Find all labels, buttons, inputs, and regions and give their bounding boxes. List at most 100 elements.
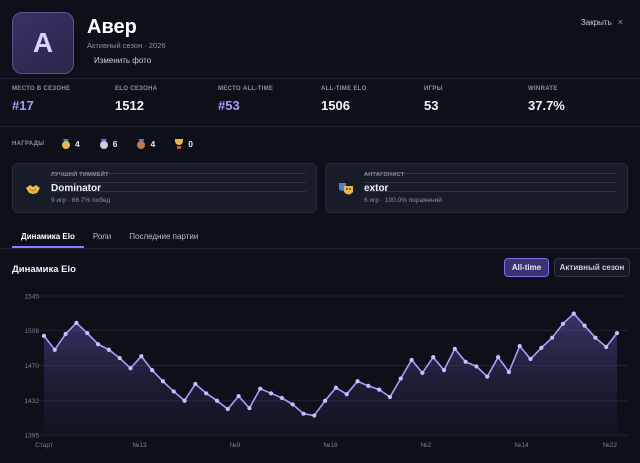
- stat-winrate: WINRATE 37.7%: [528, 86, 565, 113]
- elo-point[interactable]: [431, 355, 436, 360]
- theater-masks-icon: [338, 181, 354, 197]
- stat-value: 1512: [115, 98, 144, 113]
- elo-point[interactable]: [312, 413, 317, 418]
- antagonist-card[interactable]: АНТАГОНИСТ extor 6 игр · 100.0% поражени…: [325, 163, 628, 213]
- card-label: ЛУЧШИЙ ТИММЕЙТ: [51, 172, 109, 178]
- antagonist-games: 6 игр: [364, 197, 380, 204]
- stat-games: ИГРЫ 53: [424, 86, 443, 113]
- elo-point[interactable]: [106, 347, 111, 352]
- elo-point[interactable]: [344, 392, 349, 397]
- close-button[interactable]: Закрыть ×: [581, 17, 623, 27]
- tab-elo-dynamics[interactable]: Динамика Elo: [12, 228, 84, 248]
- elo-point[interactable]: [160, 379, 166, 384]
- award-count: 0: [188, 139, 193, 149]
- y-tick-label: 1395: [25, 433, 40, 440]
- awards-row: НАГРАДЫ 4 6 4 0: [12, 137, 628, 151]
- elo-point[interactable]: [225, 406, 230, 412]
- stat-value: #17: [12, 98, 34, 113]
- alltime-toggle-button[interactable]: All-time: [504, 258, 549, 277]
- elo-point[interactable]: [74, 320, 79, 325]
- elo-point[interactable]: [517, 343, 522, 349]
- antagonist-name: extor: [364, 183, 389, 194]
- elo-point[interactable]: [268, 391, 274, 396]
- best-teammate-card[interactable]: ЛУЧШИЙ ТИММЕЙТ Dominator 9 игр · 66.7% п…: [12, 163, 317, 213]
- close-label: Закрыть: [580, 17, 612, 27]
- elo-point[interactable]: [506, 369, 511, 375]
- elo-point[interactable]: [117, 355, 122, 361]
- elo-point[interactable]: [95, 342, 101, 347]
- elo-point[interactable]: [322, 398, 328, 403]
- stat-label: МЕСТО ALL-TIME: [218, 86, 274, 92]
- elo-point[interactable]: [539, 345, 544, 350]
- season-subtitle: Активный сезон · 2026: [87, 41, 166, 50]
- elo-point[interactable]: [41, 333, 47, 338]
- elo-point[interactable]: [604, 344, 609, 350]
- stat-value: 37.7%: [528, 98, 565, 113]
- y-tick-label: 1508: [25, 328, 40, 335]
- elo-point[interactable]: [550, 335, 555, 340]
- elo-point[interactable]: [182, 398, 187, 403]
- tab-recent-games[interactable]: Последние партии: [129, 232, 199, 241]
- elo-point[interactable]: [441, 368, 447, 373]
- antagonist-rate: 100.0% поражений: [384, 197, 442, 204]
- elo-point[interactable]: [247, 406, 252, 411]
- elo-point[interactable]: [528, 356, 533, 362]
- elo-point[interactable]: [398, 376, 403, 381]
- award-count: 6: [112, 139, 118, 149]
- teammate-meta: 9 игр · 66.7% побед: [51, 197, 110, 204]
- elo-point[interactable]: [52, 347, 57, 352]
- elo-point[interactable]: [236, 393, 241, 399]
- y-tick-label: 1470: [25, 363, 40, 370]
- elo-point[interactable]: [139, 354, 144, 359]
- award-silver: 6: [99, 139, 118, 149]
- trophy-icon: [175, 139, 184, 149]
- elo-point[interactable]: [571, 311, 576, 316]
- elo-point[interactable]: [409, 357, 414, 363]
- elo-point[interactable]: [366, 383, 371, 388]
- elo-point[interactable]: [333, 385, 339, 390]
- elo-point[interactable]: [301, 411, 306, 416]
- avatar[interactable]: А: [12, 12, 74, 74]
- stat-alltime-rank: МЕСТО ALL-TIME #53: [218, 86, 273, 113]
- tabs-divider: [0, 248, 640, 249]
- stat-season-elo: ELO СЕЗОНА 1512: [115, 86, 157, 113]
- elo-point[interactable]: [452, 346, 457, 351]
- elo-point[interactable]: [63, 331, 68, 337]
- season-toggle-button[interactable]: Активный сезон: [554, 258, 630, 277]
- elo-point[interactable]: [150, 368, 155, 373]
- elo-point[interactable]: [420, 370, 425, 376]
- change-photo-button[interactable]: Изменить фото: [94, 56, 152, 65]
- elo-point[interactable]: [614, 330, 620, 336]
- handshake-icon: [25, 181, 41, 197]
- elo-point[interactable]: [463, 359, 468, 364]
- x-tick-label: №14: [514, 442, 529, 449]
- elo-point[interactable]: [193, 381, 198, 387]
- card-label: АНТАГОНИСТ: [364, 172, 405, 178]
- y-tick-label: 1432: [25, 398, 40, 405]
- card-decor-lines: [364, 173, 617, 195]
- elo-point[interactable]: [128, 366, 133, 371]
- teammate-games: 9 игр: [51, 197, 67, 204]
- elo-point[interactable]: [204, 391, 209, 396]
- elo-point[interactable]: [485, 374, 490, 379]
- elo-point[interactable]: [214, 398, 220, 403]
- elo-point[interactable]: [495, 355, 501, 360]
- stats-divider: [0, 126, 640, 127]
- x-tick-label: Старт: [35, 442, 53, 449]
- elo-point[interactable]: [582, 323, 587, 328]
- elo-point[interactable]: [279, 395, 284, 401]
- tab-roles[interactable]: Роли: [92, 232, 112, 241]
- x-tick-label: №18: [323, 442, 338, 449]
- elo-point[interactable]: [290, 402, 295, 407]
- elo-point[interactable]: [474, 364, 479, 369]
- gold-medal-icon: [62, 139, 70, 149]
- elo-point[interactable]: [560, 321, 566, 326]
- elo-point[interactable]: [258, 386, 263, 391]
- award-count: 4: [75, 139, 80, 149]
- elo-point[interactable]: [171, 389, 176, 394]
- elo-point[interactable]: [377, 387, 382, 392]
- elo-point[interactable]: [593, 335, 598, 340]
- elo-point[interactable]: [387, 394, 393, 400]
- elo-point[interactable]: [355, 379, 360, 384]
- elo-point[interactable]: [85, 330, 90, 336]
